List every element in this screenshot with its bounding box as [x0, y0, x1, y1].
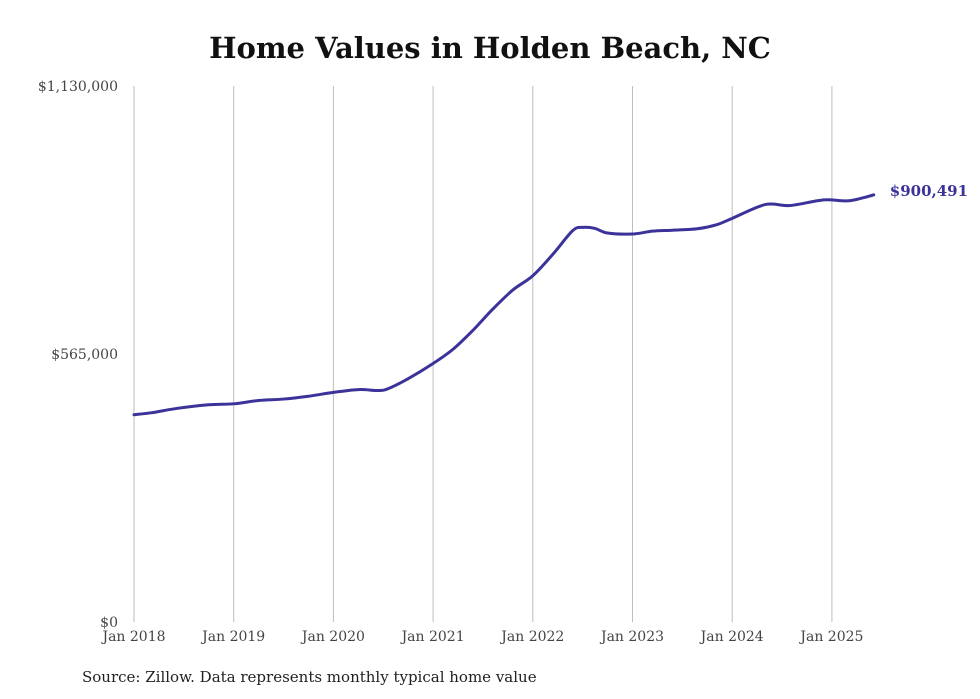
y-axis-ticks: $0 $565,000 $1,130,000 [38, 79, 118, 631]
x-tick-label: Jan 2023 [599, 629, 664, 645]
source-note: Source: Zillow. Data represents monthly … [82, 668, 537, 686]
x-axis-ticks: Jan 2018 Jan 2019 Jan 2020 Jan 2021 Jan 2022… [100, 629, 863, 645]
x-tick-label: Jan 2020 [300, 629, 365, 645]
x-tick-label: Jan 2021 [400, 629, 465, 645]
chart-title: Home Values in Holden Beach, NC [209, 31, 771, 65]
x-tick-label: Jan 2019 [200, 629, 265, 645]
series-line [132, 193, 876, 417]
x-tick-label: Jan 2024 [699, 629, 764, 645]
x-tick-label: Jan 2025 [798, 629, 863, 645]
y-tick-label: $1,130,000 [38, 79, 118, 95]
series-layer: $900,491 [132, 182, 968, 417]
end-value-label: $900,491 [890, 182, 968, 200]
y-tick-label: $0 [100, 615, 118, 631]
gridlines [133, 86, 833, 622]
y-tick-label: $565,000 [51, 347, 118, 363]
x-tick-label: Jan 2018 [100, 629, 165, 645]
x-tick-label: Jan 2022 [499, 629, 564, 645]
